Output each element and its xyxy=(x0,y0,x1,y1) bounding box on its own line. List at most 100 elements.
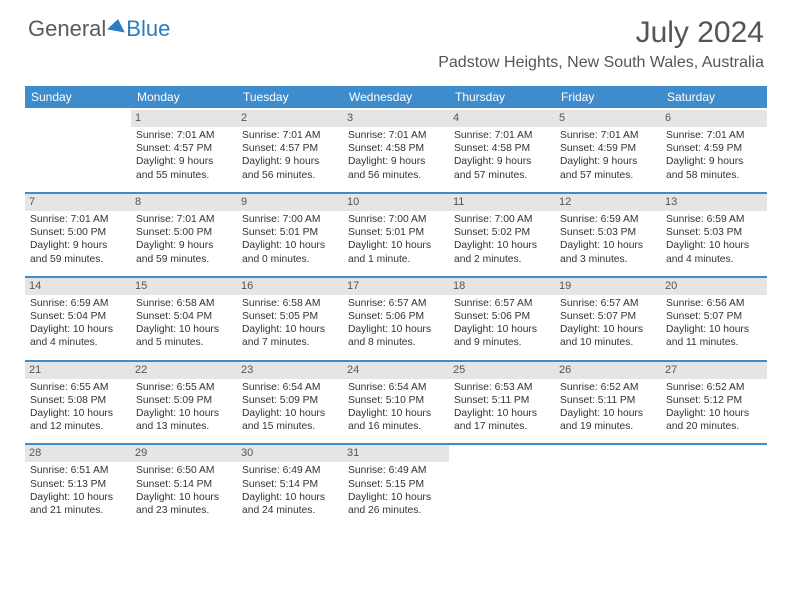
day-number: 4 xyxy=(449,110,555,127)
sunset-line: Sunset: 5:15 PM xyxy=(348,478,444,491)
sunset-line: Sunset: 5:11 PM xyxy=(454,394,550,407)
sunrise-line: Sunrise: 6:55 AM xyxy=(30,381,126,394)
calendar-cell: 9Sunrise: 7:00 AMSunset: 5:01 PMDaylight… xyxy=(237,190,343,274)
sunset-line: Sunset: 5:06 PM xyxy=(454,310,550,323)
calendar-cell: 17Sunrise: 6:57 AMSunset: 5:06 PMDayligh… xyxy=(343,274,449,358)
day-number: 5 xyxy=(555,110,661,127)
daylight-line: Daylight: 9 hours and 57 minutes. xyxy=(560,155,656,181)
day-number: 16 xyxy=(237,276,343,295)
sunset-line: Sunset: 5:02 PM xyxy=(454,226,550,239)
weekday-header: Monday xyxy=(131,86,237,108)
daylight-line: Daylight: 9 hours and 56 minutes. xyxy=(348,155,444,181)
sunset-line: Sunset: 5:01 PM xyxy=(348,226,444,239)
weekday-header: Sunday xyxy=(25,86,131,108)
calendar-cell: 7Sunrise: 7:01 AMSunset: 5:00 PMDaylight… xyxy=(25,190,131,274)
sunrise-line: Sunrise: 6:53 AM xyxy=(454,381,550,394)
day-number: 27 xyxy=(661,360,767,379)
sunrise-line: Sunrise: 6:50 AM xyxy=(136,464,232,477)
calendar-cell: 19Sunrise: 6:57 AMSunset: 5:07 PMDayligh… xyxy=(555,274,661,358)
daylight-line: Daylight: 10 hours and 7 minutes. xyxy=(242,323,338,349)
day-number: 29 xyxy=(131,443,237,462)
sunset-line: Sunset: 4:57 PM xyxy=(136,142,232,155)
sunrise-line: Sunrise: 7:01 AM xyxy=(348,129,444,142)
weekday-header: Saturday xyxy=(661,86,767,108)
weekday-header: Wednesday xyxy=(343,86,449,108)
day-number: 13 xyxy=(661,192,767,211)
sunrise-line: Sunrise: 6:58 AM xyxy=(136,297,232,310)
calendar-cell: 4Sunrise: 7:01 AMSunset: 4:58 PMDaylight… xyxy=(449,108,555,190)
calendar-cell: 25 Sunrise: 6:53 AMSunset: 5:11 PMDayligh… xyxy=(449,358,555,442)
day-number: 1 xyxy=(131,110,237,127)
title-block: July 2024 Padstow Heights, New South Wal… xyxy=(438,16,764,72)
daylight-line: Daylight: 10 hours and 3 minutes. xyxy=(560,239,656,265)
calendar-cell xyxy=(555,441,661,529)
sunrise-line: Sunrise: 7:01 AM xyxy=(454,129,550,142)
calendar-cell xyxy=(661,441,767,529)
sunrise-line: Sunrise: 7:01 AM xyxy=(242,129,338,142)
calendar-cell: 29Sunrise: 6:50 AMSunset: 5:14 PMDayligh… xyxy=(131,441,237,529)
calendar-cell: 6Sunrise: 7:01 AMSunset: 4:59 PMDaylight… xyxy=(661,108,767,190)
calendar-cell: 5 Sunrise: 7:01 AMSunset: 4:59 PMDaylight… xyxy=(555,108,661,190)
day-number: 8 xyxy=(131,192,237,211)
day-number: 22 xyxy=(131,360,237,379)
daylight-line: Daylight: 10 hours and 17 minutes. xyxy=(454,407,550,433)
calendar-cell: 28Sunrise: 6:51 AMSunset: 5:13 PMDayligh… xyxy=(25,441,131,529)
sunrise-line: Sunrise: 6:58 AM xyxy=(242,297,338,310)
day-number: 25 xyxy=(449,360,555,379)
sunrise-line: Sunrise: 7:01 AM xyxy=(136,129,232,142)
daylight-line: Daylight: 10 hours and 5 minutes. xyxy=(136,323,232,349)
daylight-line: Daylight: 9 hours and 59 minutes. xyxy=(136,239,232,265)
day-number: 17 xyxy=(343,276,449,295)
weekday-header-row: Sunday Monday Tuesday Wednesday Thursday… xyxy=(25,86,767,108)
header: General Blue July 2024 Padstow Heights, … xyxy=(0,0,792,76)
calendar-week-row: 7Sunrise: 7:01 AMSunset: 5:00 PMDaylight… xyxy=(25,190,767,274)
sunrise-line: Sunrise: 6:52 AM xyxy=(666,381,762,394)
sunrise-line: Sunrise: 6:56 AM xyxy=(666,297,762,310)
sunset-line: Sunset: 5:13 PM xyxy=(30,478,126,491)
sunset-line: Sunset: 5:00 PM xyxy=(136,226,232,239)
calendar-cell: 24Sunrise: 6:54 AMSunset: 5:10 PMDayligh… xyxy=(343,358,449,442)
logo-triangle-icon xyxy=(107,18,127,33)
sunrise-line: Sunrise: 7:01 AM xyxy=(560,129,656,142)
day-number: 30 xyxy=(237,443,343,462)
sunset-line: Sunset: 5:05 PM xyxy=(242,310,338,323)
sunrise-line: Sunrise: 6:59 AM xyxy=(666,213,762,226)
day-number: 23 xyxy=(237,360,343,379)
sunset-line: Sunset: 5:08 PM xyxy=(30,394,126,407)
day-number: 11 xyxy=(449,192,555,211)
calendar-cell: 15Sunrise: 6:58 AMSunset: 5:04 PMDayligh… xyxy=(131,274,237,358)
sunrise-line: Sunrise: 6:49 AM xyxy=(242,464,338,477)
calendar-cell: 21Sunrise: 6:55 AMSunset: 5:08 PMDayligh… xyxy=(25,358,131,442)
sunrise-line: Sunrise: 6:57 AM xyxy=(454,297,550,310)
day-number-bar xyxy=(449,443,555,462)
daylight-line: Daylight: 10 hours and 0 minutes. xyxy=(242,239,338,265)
sunrise-line: Sunrise: 6:54 AM xyxy=(242,381,338,394)
daylight-line: Daylight: 9 hours and 59 minutes. xyxy=(30,239,126,265)
calendar-cell: 16 Sunrise: 6:58 AMSunset: 5:05 PMDayligh… xyxy=(237,274,343,358)
day-number: 6 xyxy=(661,110,767,127)
daylight-line: Daylight: 10 hours and 8 minutes. xyxy=(348,323,444,349)
sunset-line: Sunset: 5:00 PM xyxy=(30,226,126,239)
daylight-line: Daylight: 10 hours and 2 minutes. xyxy=(454,239,550,265)
sunrise-line: Sunrise: 6:52 AM xyxy=(560,381,656,394)
sunset-line: Sunset: 5:03 PM xyxy=(560,226,656,239)
day-number: 12 xyxy=(555,192,661,211)
day-number: 9 xyxy=(237,192,343,211)
calendar-cell: 1Sunrise: 7:01 AMSunset: 4:57 PMDaylight… xyxy=(131,108,237,190)
day-number: 2 xyxy=(237,110,343,127)
calendar-cell: 3Sunrise: 7:01 AMSunset: 4:58 PMDaylight… xyxy=(343,108,449,190)
sunrise-line: Sunrise: 6:59 AM xyxy=(560,213,656,226)
day-number: 26 xyxy=(555,360,661,379)
daylight-line: Daylight: 10 hours and 19 minutes. xyxy=(560,407,656,433)
calendar-cell: 10Sunrise: 7:00 AMSunset: 5:01 PMDayligh… xyxy=(343,190,449,274)
weekday-header: Tuesday xyxy=(237,86,343,108)
day-number: 21 xyxy=(25,360,131,379)
calendar: Sunday Monday Tuesday Wednesday Thursday… xyxy=(25,86,767,529)
sunset-line: Sunset: 4:59 PM xyxy=(560,142,656,155)
logo: General Blue xyxy=(28,16,170,42)
daylight-line: Daylight: 10 hours and 9 minutes. xyxy=(454,323,550,349)
sunrise-line: Sunrise: 6:57 AM xyxy=(348,297,444,310)
calendar-cell xyxy=(25,108,131,190)
sunset-line: Sunset: 5:07 PM xyxy=(560,310,656,323)
calendar-cell: 14Sunrise: 6:59 AMSunset: 5:04 PMDayligh… xyxy=(25,274,131,358)
